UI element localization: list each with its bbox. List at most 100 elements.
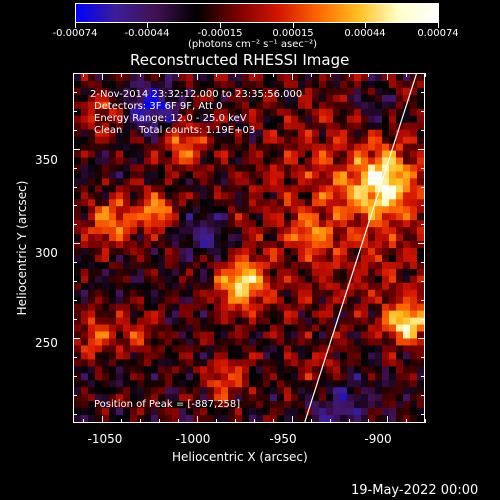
- heatmap-cell: [319, 192, 327, 200]
- heatmap-cell: [200, 275, 208, 284]
- heatmap-cell: [144, 387, 152, 395]
- heatmap-cell: [340, 387, 348, 395]
- heatmap-cell: [186, 213, 194, 221]
- heatmap-cell: [179, 366, 187, 374]
- heatmap-cell: [312, 115, 320, 124]
- heatmap-cell: [144, 157, 152, 166]
- heatmap-cell: [389, 101, 397, 110]
- heatmap-cell: [74, 157, 82, 166]
- heatmap-cell: [319, 206, 327, 214]
- heatmap-cell: [172, 282, 180, 291]
- heatmap-cell: [410, 241, 418, 249]
- heatmap-cell: [200, 303, 208, 312]
- heatmap-cell: [74, 415, 82, 422]
- y-major-tick: [418, 148, 425, 150]
- heatmap-cell: [81, 80, 89, 89]
- heatmap-cell: [179, 387, 187, 395]
- heatmap-cell: [361, 171, 369, 179]
- heatmap-cell: [284, 185, 292, 193]
- heatmap-cell: [361, 94, 369, 103]
- heatmap-cell: [235, 94, 243, 103]
- heatmap-cell: [382, 394, 390, 402]
- heatmap-cell: [165, 415, 173, 422]
- heatmap-cell: [123, 352, 131, 360]
- heatmap-cell: [186, 74, 194, 82]
- heatmap-cell: [193, 234, 201, 242]
- heatmap-cell: [88, 234, 96, 242]
- heatmap-cell: [179, 122, 187, 131]
- heatmap-cell: [81, 248, 89, 256]
- heatmap-cell: [396, 345, 404, 353]
- heatmap-cell: [375, 164, 383, 173]
- heatmap-cell: [88, 94, 96, 103]
- heatmap-cell: [102, 213, 110, 221]
- heatmap-cell: [221, 324, 229, 333]
- heatmap-cell: [186, 268, 194, 277]
- heatmap-cell: [144, 136, 152, 145]
- heatmap-cell: [354, 213, 362, 221]
- heatmap-cell: [256, 331, 264, 340]
- heatmap-cell: [361, 129, 369, 138]
- heatmap-cell: [165, 394, 173, 402]
- heatmap-cell: [249, 248, 257, 256]
- heatmap-cell: [333, 157, 341, 166]
- heatmap-cell: [214, 303, 222, 312]
- heatmap-cell: [144, 178, 152, 186]
- heatmap-cell: [200, 394, 208, 402]
- heatmap-cell: [417, 150, 424, 159]
- heatmap-cell: [179, 373, 187, 381]
- heatmap-cell: [368, 199, 376, 207]
- y-minor-tick: [421, 281, 425, 283]
- heatmap-cell: [193, 289, 201, 298]
- heatmap-cell: [88, 394, 96, 402]
- heatmap-cell: [235, 352, 243, 360]
- heatmap-cell: [347, 296, 355, 305]
- heatmap-cell: [221, 289, 229, 298]
- heatmap-cell: [130, 74, 138, 82]
- heatmap-cell: [144, 101, 152, 110]
- heatmap-cell: [207, 324, 215, 333]
- heatmap-cell: [228, 359, 236, 367]
- heatmap-cell: [375, 317, 383, 326]
- heatmap-cell: [417, 296, 424, 305]
- heatmap-cell: [396, 366, 404, 374]
- heatmap-cell: [137, 178, 145, 186]
- heatmap-cell: [354, 289, 362, 298]
- y-minor-tick: [73, 224, 77, 226]
- heatmap-cell: [242, 317, 250, 326]
- heatmap-cell: [312, 80, 320, 89]
- heatmap-cell: [95, 394, 103, 402]
- heatmap-cell: [403, 289, 411, 298]
- heatmap-cell: [200, 359, 208, 367]
- heatmap-cell: [109, 101, 117, 110]
- y-minor-tick: [73, 129, 77, 131]
- heatmap-cell: [172, 74, 180, 82]
- y-minor-tick: [73, 91, 77, 93]
- heatmap-cell: [95, 94, 103, 103]
- heatmap-cell: [347, 345, 355, 353]
- heatmap-cell: [172, 310, 180, 319]
- heatmap-cell: [256, 324, 264, 333]
- heatmap-cell: [361, 380, 369, 388]
- heatmap-cell: [263, 324, 271, 333]
- heatmap-cell: [242, 94, 250, 103]
- heatmap-cell: [396, 268, 404, 277]
- heatmap-cell: [249, 101, 257, 110]
- heatmap-cell: [361, 115, 369, 124]
- heatmap-cell: [165, 289, 173, 298]
- heatmap-cell: [88, 373, 96, 381]
- heatmap-cell: [347, 331, 355, 340]
- heatmap-cell: [270, 275, 278, 284]
- heatmap-cell: [291, 143, 299, 152]
- heatmap-cell: [305, 317, 313, 326]
- heatmap-cell: [130, 366, 138, 374]
- heatmap-cell: [137, 157, 145, 166]
- heatmap-cell: [326, 352, 334, 360]
- heatmap-cell: [228, 324, 236, 333]
- heatmap-cell: [403, 373, 411, 381]
- heatmap-cell: [109, 401, 117, 409]
- heatmap-cell: [193, 87, 201, 96]
- heatmap-cell: [102, 234, 110, 242]
- heatmap-cell: [333, 282, 341, 291]
- heatmap-cell: [368, 220, 376, 228]
